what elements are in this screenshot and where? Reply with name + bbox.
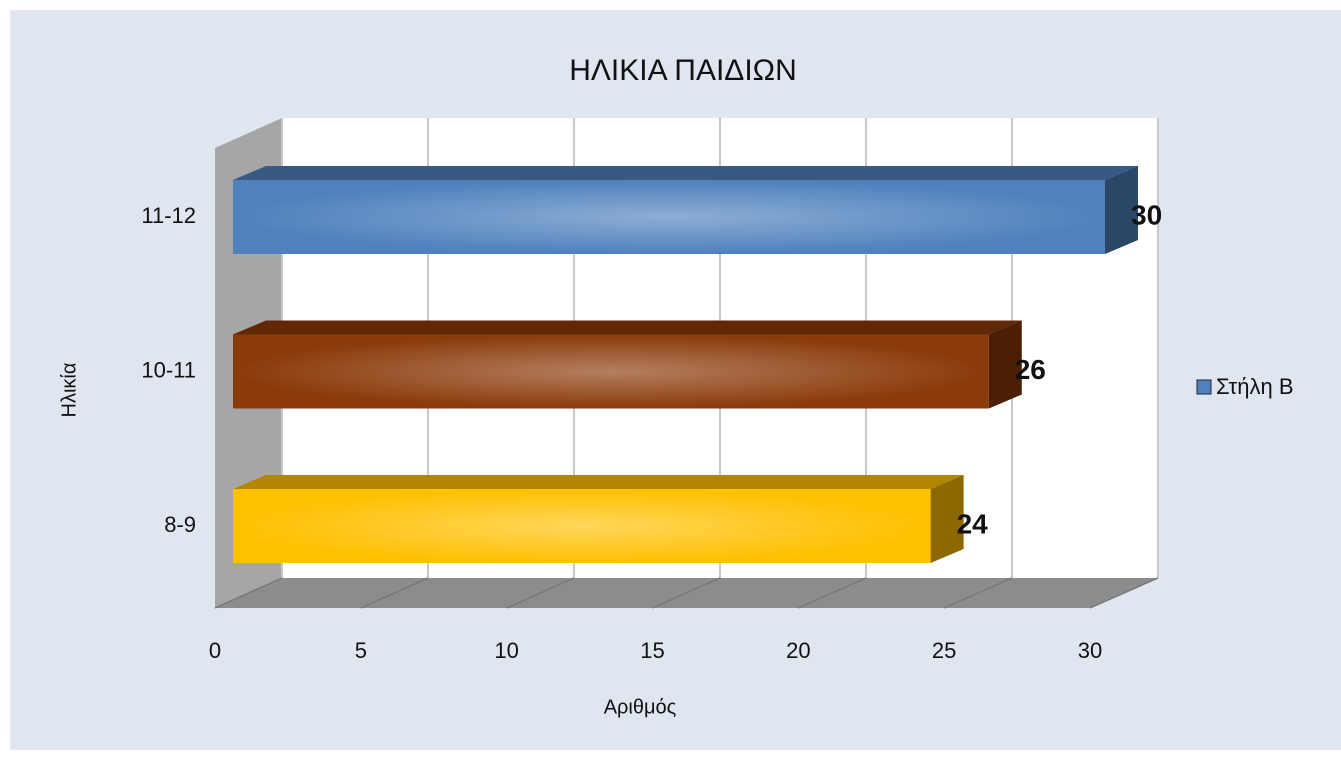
bar-top-shade (233, 166, 1138, 180)
bar-top (233, 166, 1138, 180)
y-tick-label: 8-9 (164, 512, 196, 537)
x-tick-label: 5 (355, 638, 367, 663)
floor-grid-line (214, 577, 283, 609)
data-label: 30 (1131, 199, 1162, 230)
bar-shine (233, 334, 989, 409)
bar-side (988, 320, 1022, 409)
bar-top-shade (233, 320, 1022, 335)
data-label: 26 (1015, 354, 1046, 385)
bar-side (1105, 166, 1138, 254)
y-tick-label: 11-12 (141, 203, 196, 228)
floor-grid-line (798, 577, 867, 609)
bar-side-shade (1105, 166, 1138, 254)
bar-shine (233, 180, 1105, 254)
legend-swatch (1196, 379, 1212, 395)
x-axis-label: Αριθμός (604, 696, 677, 718)
x-tick-label: 30 (1078, 638, 1102, 663)
bar-shine (233, 489, 931, 563)
bar-side-shade (988, 320, 1022, 409)
x-tick-label: 20 (786, 638, 810, 663)
floor-grid-line (652, 577, 721, 609)
floor-grid-line (360, 577, 429, 609)
floor-grid-line (1089, 577, 1159, 609)
x-tick-label: 10 (494, 638, 518, 663)
bar-top-shade (233, 475, 964, 489)
floor-grid-line (943, 577, 1013, 609)
y-tick-label: 10-11 (141, 357, 196, 382)
data-label: 24 (957, 508, 989, 539)
bar-side-shade (930, 475, 964, 563)
chart-title: ΗΛΙΚΙΑ ΠΑΙΔΙΩΝ (569, 54, 797, 87)
y-axis-label: Ηλικία (58, 363, 80, 418)
bar-side (930, 475, 964, 563)
x-tick-label: 15 (640, 638, 664, 663)
x-tick-label: 25 (932, 638, 956, 663)
floor-grid-line (506, 577, 575, 609)
legend-label: Στήλη Β (1216, 374, 1294, 399)
x-tick-label: 0 (209, 638, 221, 663)
bar-top (233, 320, 1022, 335)
bar-top (233, 475, 964, 489)
